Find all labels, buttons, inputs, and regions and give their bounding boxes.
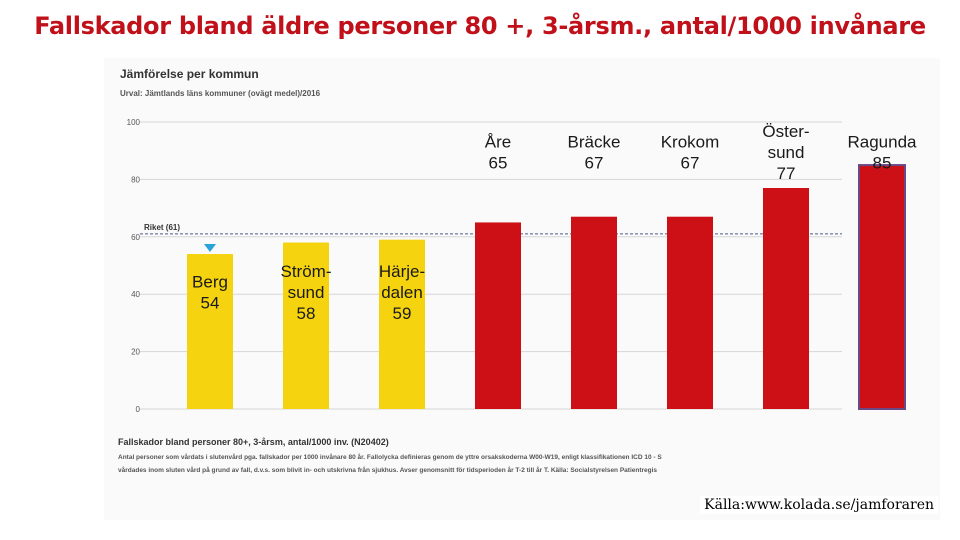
footer-line-2: vårdades inom sluten vård på grund av fa… [118,466,657,474]
footer-title: Fallskador bland personer 80+, 3-årsm, a… [118,437,389,447]
bar-label-line: 85 [873,154,892,173]
bar-label-line: sund [288,283,325,302]
source-note: Källa:www.kolada.se/jamforaren [700,496,938,514]
bar-label-line: Bräcke [568,133,621,152]
slide-title: Fallskador bland äldre personer 80 +, 3-… [34,12,926,40]
bar-label-line: Ström- [281,262,332,281]
bar-label-line: 65 [489,154,508,173]
bar-1 [283,242,329,409]
bar-label-line: sund [768,143,805,162]
y-tick-label: 100 [127,118,141,127]
panel-heading: Jämförelse per kommun [120,67,259,81]
bar-label-line: Ragunda [847,133,917,152]
footer-line-1: Antal personer som vårdats i slutenvård … [118,453,662,461]
bar-label-line: Krokom [661,133,720,152]
reference-line-label: Riket (61) [144,223,180,232]
bar-label-line: Åre [485,133,511,152]
y-tick-label: 40 [131,290,140,299]
bar-label-line: 77 [777,164,796,183]
y-tick-label: 0 [136,405,141,414]
bar-6 [763,188,809,409]
bar-5 [667,216,713,409]
bar-label-line: 54 [201,294,220,313]
bar-label-line: 67 [585,154,604,173]
bar-3 [475,222,521,409]
bar-label-line: 59 [393,304,412,323]
bar-4 [571,216,617,409]
bar-label-line: Öster- [762,122,809,141]
bar-0 [187,254,233,409]
bar-label-line: 67 [681,154,700,173]
panel-subheading: Urval: Jämtlands läns kommuner (ovägt me… [120,89,321,98]
bar-label-line: Berg [192,273,228,292]
marker-triangle-icon [204,244,216,253]
bar-7 [858,164,906,410]
bars [187,164,906,410]
y-tick-label: 80 [131,175,140,184]
bar-label-line: 58 [297,304,316,323]
bar-label-line: dalen [381,283,423,302]
y-tick-label: 60 [131,233,140,242]
bar-labels: Berg 54 Ström-sund 58 Härje-dalen 59 Åre 65 Bräc… [192,122,917,323]
chart-panel: Jämförelse per kommun Urval: Jämtlands l… [104,58,940,520]
bar-label-line: Härje- [379,262,425,281]
y-tick-label: 20 [131,348,140,357]
bar-2 [379,239,425,409]
bar-chart: Jämförelse per kommun Urval: Jämtlands l… [118,67,917,474]
